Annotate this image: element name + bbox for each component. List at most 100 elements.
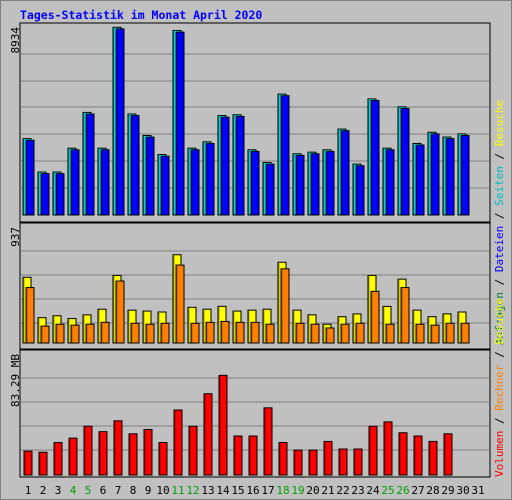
x-tick-label-27: 27 <box>411 484 424 497</box>
bar-dateien-29: Dateien 29: 4800 <box>445 138 455 216</box>
bar-rechner-4: Rechner 4: 190 <box>70 324 80 344</box>
legend-entry-1: / <box>493 411 506 431</box>
legend-entry-4: Besuche <box>493 298 506 344</box>
x-tick-label-1: 1 <box>25 484 32 497</box>
bar-rechner-24: Rechner 24: 550 <box>370 290 380 344</box>
x-tick-label-6: 6 <box>100 484 107 497</box>
bar-rechner-22: Rechner 22: 200 <box>340 323 350 344</box>
x-tick-label-10: 10 <box>156 484 169 497</box>
bar-volumen-10: Volumen 10: 30 <box>158 442 168 476</box>
x-tick-label-20: 20 <box>306 484 319 497</box>
legend-entry-3: / <box>493 345 506 365</box>
x-tick-label-5: 5 <box>85 484 92 497</box>
bar-dateien-23: Dateien 23: 3100 <box>355 165 365 216</box>
bar-dateien-1: Dateien 1: 4700 <box>25 139 35 216</box>
x-tick-label-31: 31 <box>471 484 484 497</box>
bar-rechner-15: Rechner 15: 220 <box>235 321 245 344</box>
bar-rechner-21: Rechner 21: 160 <box>325 327 335 344</box>
x-tick-label-26: 26 <box>396 484 409 497</box>
bar-dateien-28: Dateien 28: 5100 <box>430 133 440 216</box>
bar-rechner-11: Rechner 11: 830 <box>175 264 185 344</box>
bar-dateien-26: Dateien 26: 6700 <box>400 107 410 216</box>
panel-border <box>19 349 491 478</box>
legend-entry-4: Seiten <box>493 166 506 206</box>
bar-dateien-9: Dateien 9: 4900 <box>145 136 155 216</box>
panel-border <box>19 222 491 350</box>
bar-dateien-18: Dateien 18: 7500 <box>280 95 290 216</box>
bar-rechner-25: Rechner 25: 200 <box>385 323 395 344</box>
bar-volumen-12: Volumen 12: 45 <box>188 425 198 476</box>
bar-volumen-20: Volumen 20: 23 <box>308 449 318 476</box>
bar-volumen-28: Volumen 28: 31 <box>428 440 438 476</box>
bar-volumen-9: Volumen 9: 42 <box>143 429 153 476</box>
bar-volumen-4: Volumen 4: 34 <box>68 437 78 476</box>
x-tick-label-23: 23 <box>351 484 364 497</box>
x-tick-label-9: 9 <box>145 484 152 497</box>
bar-rechner-26: Rechner 26: 590 <box>400 287 410 344</box>
x-tick-label-2: 2 <box>40 484 47 497</box>
bar-rechner-30: Rechner 30: 210 <box>460 322 470 344</box>
x-tick-label-15: 15 <box>231 484 244 497</box>
bar-volumen-11: Volumen 11: 60 <box>173 409 183 476</box>
bar-rechner-23: Rechner 23: 210 <box>355 322 365 344</box>
panel-hits: 8934Anfragen 1: 4800Anfragen 2: 2700Anfr… <box>9 22 491 223</box>
bar-dateien-3: Dateien 3: 2600 <box>55 173 65 216</box>
panel-max-label: 937 <box>9 227 22 247</box>
bar-rechner-5: Rechner 5: 200 <box>85 323 95 344</box>
bar-rechner-3: Rechner 3: 200 <box>55 323 65 344</box>
x-tick-label-3: 3 <box>55 484 62 497</box>
legend-right-lower: Volumen / Rechner / Besuche <box>493 298 506 477</box>
bar-volumen-2: Volumen 2: 21 <box>38 451 48 476</box>
bar-rechner-10: Rechner 10: 210 <box>160 322 170 344</box>
legend-entry-5: / <box>493 146 506 166</box>
bar-volumen-7: Volumen 7: 50 <box>113 420 123 476</box>
x-tick-label-7: 7 <box>115 484 122 497</box>
panel-volume: 83.29 MB Volumen 1: 22 Volumen 2: 21 Volume… <box>9 349 491 478</box>
legend-entry-3: / <box>493 206 506 226</box>
chart-title: Tages-Statistik im Monat April 2020 <box>20 8 263 22</box>
x-tick-label-12: 12 <box>186 484 199 497</box>
bar-dateien-13: Dateien 13: 4500 <box>205 142 215 216</box>
x-tick-label-28: 28 <box>426 484 439 497</box>
bar-rechner-8: Rechner 8: 210 <box>130 322 140 344</box>
bar-volumen-18: Volumen 18: 30 <box>278 442 288 476</box>
bar-volumen-15: Volumen 15: 36 <box>233 435 243 476</box>
x-tick-label-8: 8 <box>130 484 137 497</box>
bar-dateien-10: Dateien 10: 3700 <box>160 155 170 216</box>
bar-volumen-3: Volumen 3: 30 <box>53 442 63 476</box>
bar-volumen-17: Volumen 17: 62 <box>263 407 273 476</box>
x-tick-label-19: 19 <box>291 484 304 497</box>
x-tick-label-30: 30 <box>456 484 469 497</box>
bar-rechner-7: Rechner 7: 660 <box>115 280 125 344</box>
bar-volumen-5: Volumen 5: 45 <box>83 425 93 476</box>
bar-volumen-16: Volumen 16: 36 <box>248 435 258 476</box>
bar-dateien-7: Dateien 7: 11700 <box>115 28 125 216</box>
bar-volumen-24: Volumen 24: 45 <box>368 425 378 476</box>
bar-volumen-29: Volumen 29: 38 <box>443 433 453 476</box>
bar-rechner-16: Rechner 16: 220 <box>250 321 260 344</box>
bar-rechner-20: Rechner 20: 200 <box>310 323 320 344</box>
bar-rechner-18: Rechner 18: 790 <box>280 268 290 344</box>
bar-rechner-27: Rechner 27: 200 <box>415 323 425 344</box>
bar-rechner-9: Rechner 9: 200 <box>145 323 155 344</box>
panel-max-label: 83.29 MB <box>9 354 22 407</box>
bar-dateien-2: Dateien 2: 2600 <box>40 173 50 216</box>
bar-dateien-22: Dateien 22: 5300 <box>340 130 350 216</box>
x-tick-label-13: 13 <box>201 484 214 497</box>
bar-volumen-13: Volumen 13: 75 <box>203 393 213 476</box>
bar-dateien-14: Dateien 14: 6150 <box>220 116 230 216</box>
bar-rechner-14: Rechner 14: 230 <box>220 320 230 344</box>
x-tick-label-22: 22 <box>336 484 349 497</box>
bar-volumen-14: Volumen 14: 92 <box>218 374 228 476</box>
bar-dateien-4: Dateien 4: 4100 <box>70 149 80 216</box>
bar-rechner-17: Rechner 17: 200 <box>265 323 275 344</box>
bar-dateien-27: Dateien 27: 4400 <box>415 144 425 216</box>
bar-dateien-17: Dateien 17: 3200 <box>265 163 275 216</box>
legend-entry-2: Rechner <box>493 364 506 411</box>
panel-visits: 937Besuche 1: 700Besuche 2: 270Besuche 3… <box>9 222 491 350</box>
x-tick-label-21: 21 <box>321 484 334 497</box>
bar-dateien-25: Dateien 25: 4100 <box>385 149 395 216</box>
x-tick-label-18: 18 <box>276 484 289 497</box>
x-tick-label-29: 29 <box>441 484 454 497</box>
